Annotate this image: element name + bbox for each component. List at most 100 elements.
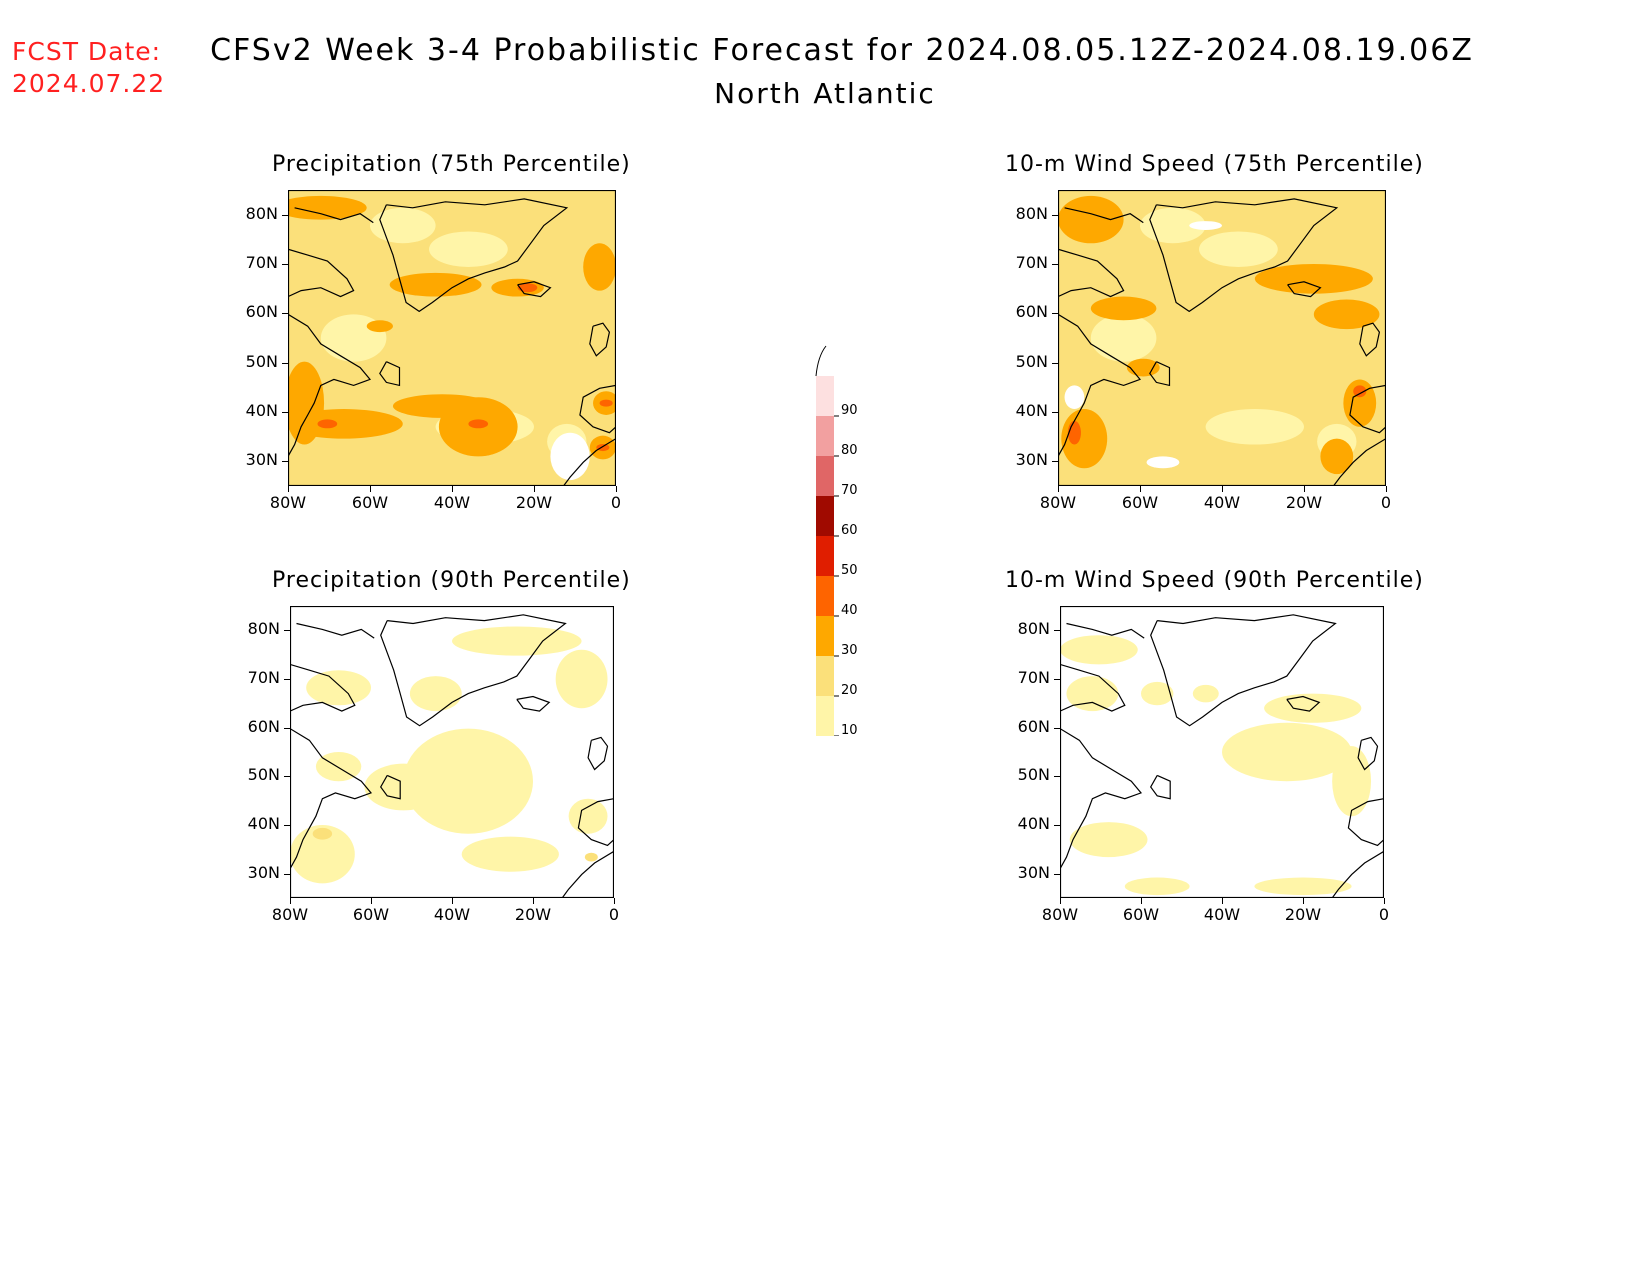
- coastline: [517, 281, 552, 298]
- shaded-area: [1066, 676, 1119, 712]
- shaded-area: [290, 825, 355, 884]
- lon-tick-label: 0: [1378, 905, 1390, 924]
- shaded-area: [403, 728, 533, 834]
- lat-tick-label: 70N: [247, 668, 280, 687]
- lat-tick-label: 60N: [245, 302, 278, 322]
- lat-tick: [1052, 461, 1058, 463]
- lon-tick: [616, 486, 617, 492]
- map-frame: [290, 606, 614, 898]
- colorbar-label: 90: [841, 403, 858, 418]
- lat-tick: [282, 362, 288, 364]
- colorbar-label: 60: [841, 523, 858, 538]
- shaded-area: [1124, 877, 1190, 896]
- lat-tick: [1052, 313, 1058, 315]
- lat-tick-label: 30N: [1015, 450, 1048, 470]
- shaded-area: [468, 419, 489, 429]
- coastline: [1149, 774, 1171, 800]
- lat-tick-label: 50N: [1015, 351, 1048, 371]
- shaded-area: [312, 827, 333, 840]
- colorbar-swatch: [816, 616, 834, 656]
- shaded-area: [429, 231, 508, 267]
- lon-tick-label: 0: [610, 493, 622, 512]
- coastline: [1349, 384, 1386, 434]
- lat-tick: [1052, 214, 1058, 216]
- shaded-area: [288, 409, 403, 439]
- lon-tick-label: 0: [608, 905, 620, 924]
- coastline: [1149, 361, 1171, 387]
- lat-tick-label: 60N: [247, 716, 280, 736]
- shaded-area: [1058, 195, 1124, 244]
- lon-tick: [614, 898, 615, 904]
- lon-tick: [1060, 898, 1061, 904]
- lon-tick-label: 80W: [1041, 905, 1079, 924]
- shaded-area: [1069, 822, 1148, 858]
- shaded-area: [550, 432, 590, 481]
- coastline: [587, 736, 609, 771]
- shaded-area: [555, 649, 608, 709]
- lat-tick: [1054, 825, 1060, 826]
- map-frame: [1058, 190, 1386, 486]
- lon-tick: [288, 486, 289, 492]
- coastline: [1150, 614, 1337, 727]
- colorbar-swatch: [816, 536, 834, 576]
- lat-tick-label: 50N: [1017, 765, 1050, 785]
- lon-tick-label: 80W: [269, 493, 307, 512]
- colorbar-label: 50: [841, 563, 858, 578]
- lat-tick-label: 60N: [1017, 716, 1050, 736]
- lon-tick-label: 40W: [1203, 493, 1241, 512]
- shaded-area: [1199, 231, 1278, 267]
- page-subtitle: North Atlantic: [714, 77, 936, 110]
- colorbar-swatch: [816, 576, 834, 616]
- colorbar-label: 20: [841, 683, 858, 698]
- shaded-area: [491, 278, 544, 297]
- lon-tick: [290, 898, 291, 904]
- lat-tick-label: 80N: [1017, 619, 1050, 639]
- shaded-area: [1353, 385, 1367, 398]
- shaded-area: [568, 798, 608, 834]
- page-title: CFSv2 Week 3-4 Probabilistic Forecast fo…: [210, 33, 1474, 68]
- colorbar-swatch: [816, 696, 834, 736]
- colorbar-label: 30: [841, 643, 858, 658]
- colorbar-label: 40: [841, 603, 858, 618]
- colorbar-swatch: [816, 496, 834, 536]
- lat-tick: [284, 825, 290, 826]
- panel-title: 10-m Wind Speed (90th Percentile): [1005, 568, 1424, 593]
- lon-tick: [1222, 486, 1223, 492]
- map-w75: [1058, 190, 1386, 486]
- lon-tick-label: 0: [1380, 493, 1392, 512]
- coastline: [1331, 850, 1384, 898]
- lat-tick: [282, 461, 288, 463]
- lat-tick: [282, 214, 288, 216]
- lat-tick-label: 40N: [1015, 401, 1048, 420]
- shaded-area: [366, 320, 393, 333]
- coastline: [290, 728, 373, 870]
- shaded-area: [1192, 684, 1219, 703]
- lon-tick-label: 20W: [1285, 493, 1323, 512]
- lat-tick-label: 50N: [247, 765, 280, 785]
- colorbar-label: 10: [841, 723, 858, 736]
- lon-tick: [370, 486, 371, 492]
- lon-tick-label: 40W: [1203, 905, 1241, 924]
- lat-tick: [1054, 727, 1060, 729]
- shaded-area: [1141, 681, 1174, 706]
- shaded-area: [1332, 746, 1372, 817]
- lon-tick-label: 20W: [1284, 905, 1322, 924]
- colorbar-swatch: [816, 376, 834, 416]
- colorbar-swatch: [816, 656, 834, 696]
- lon-tick: [1303, 898, 1304, 904]
- coastline: [1064, 207, 1144, 224]
- shaded-area: [364, 763, 443, 811]
- coastline: [589, 322, 611, 357]
- shaded-area: [1313, 299, 1380, 330]
- lat-tick: [1054, 679, 1060, 680]
- coastline: [1060, 663, 1126, 712]
- panel-title: Precipitation (75th Percentile): [272, 152, 631, 177]
- shaded-area: [461, 836, 559, 872]
- lon-tick: [1304, 486, 1305, 492]
- lat-tick: [284, 727, 290, 729]
- lon-tick-label: 40W: [433, 905, 471, 924]
- forecast-date: FCST Date: 2024.07.22: [12, 36, 165, 100]
- coastline: [1347, 798, 1384, 847]
- shaded-area: [370, 207, 436, 244]
- lat-tick: [284, 679, 290, 680]
